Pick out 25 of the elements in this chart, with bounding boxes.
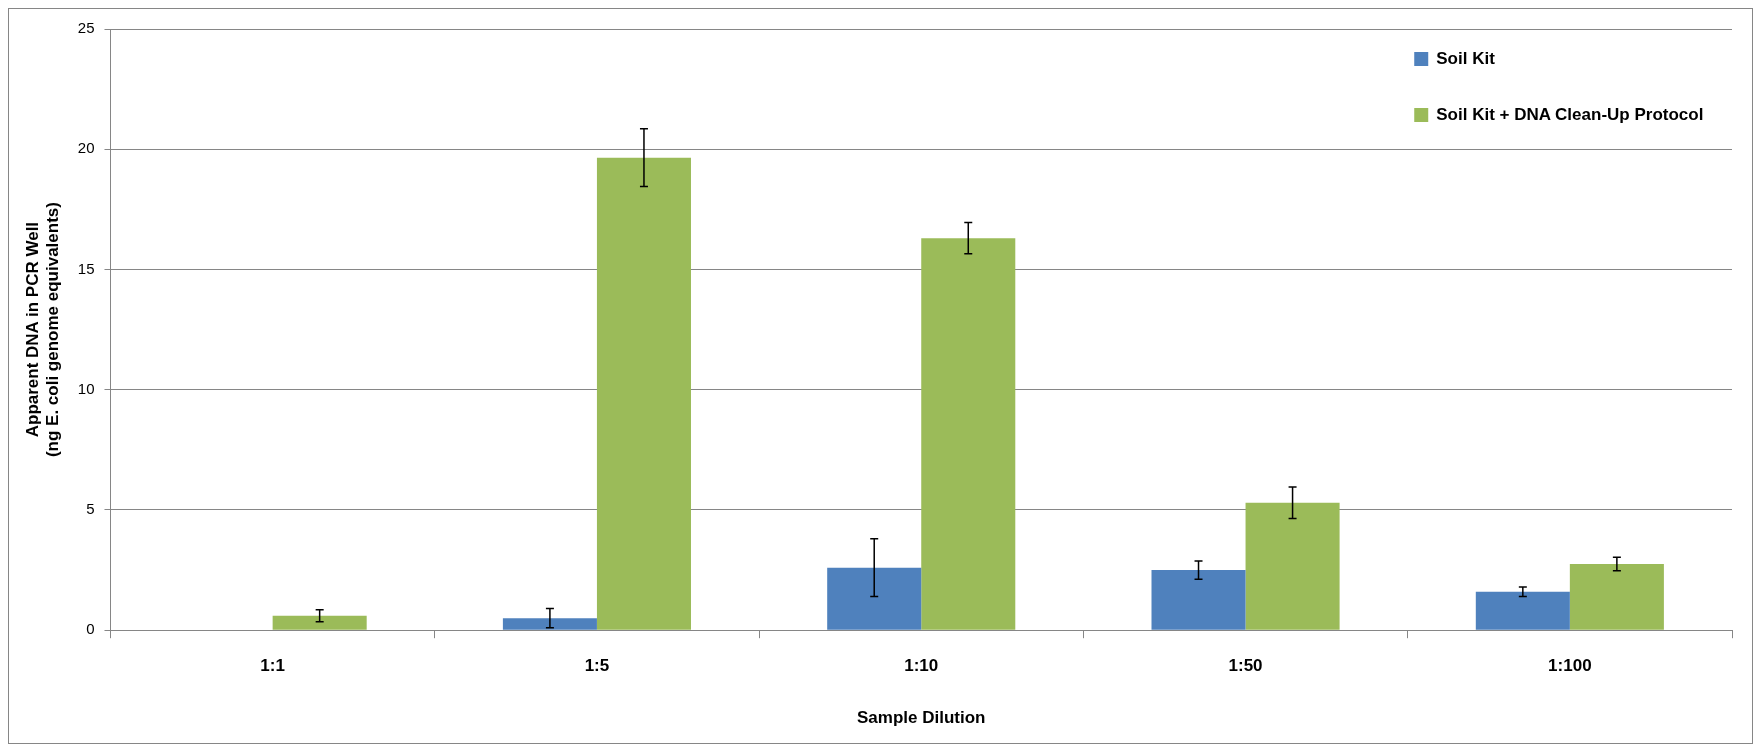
x-tick-label: 1:10 [904,656,939,676]
bar [596,157,691,630]
y-tick-label: 10 [77,379,95,397]
legend-label: Soil Kit [1436,48,1496,68]
y-tick-label: 25 [77,19,95,37]
x-tick-label: 1:1 [260,656,285,676]
bar [272,615,367,630]
y-tick-label: 0 [86,620,95,638]
bar [1475,591,1570,630]
bar [1569,564,1664,630]
x-tick-label: 1:100 [1548,656,1592,676]
bar [1151,570,1246,630]
bar [1245,502,1340,630]
bar [502,618,597,630]
text: (ng E. coli genome equivalents) [43,202,63,458]
text: Apparent DNA in PCR Well [22,221,42,438]
y-tick-label: 20 [77,139,95,157]
bar [827,567,922,630]
y-tick-label: 15 [77,259,95,277]
y-tick-label: 5 [86,500,95,518]
x-tick-label: 1:50 [1228,656,1263,676]
x-axis-title: Sample Dilution [857,708,986,728]
x-tick-label: 1:5 [584,656,610,676]
bar [921,238,1016,630]
legend-label: Soil Kit + DNA Clean-Up Protocol [1436,104,1704,124]
